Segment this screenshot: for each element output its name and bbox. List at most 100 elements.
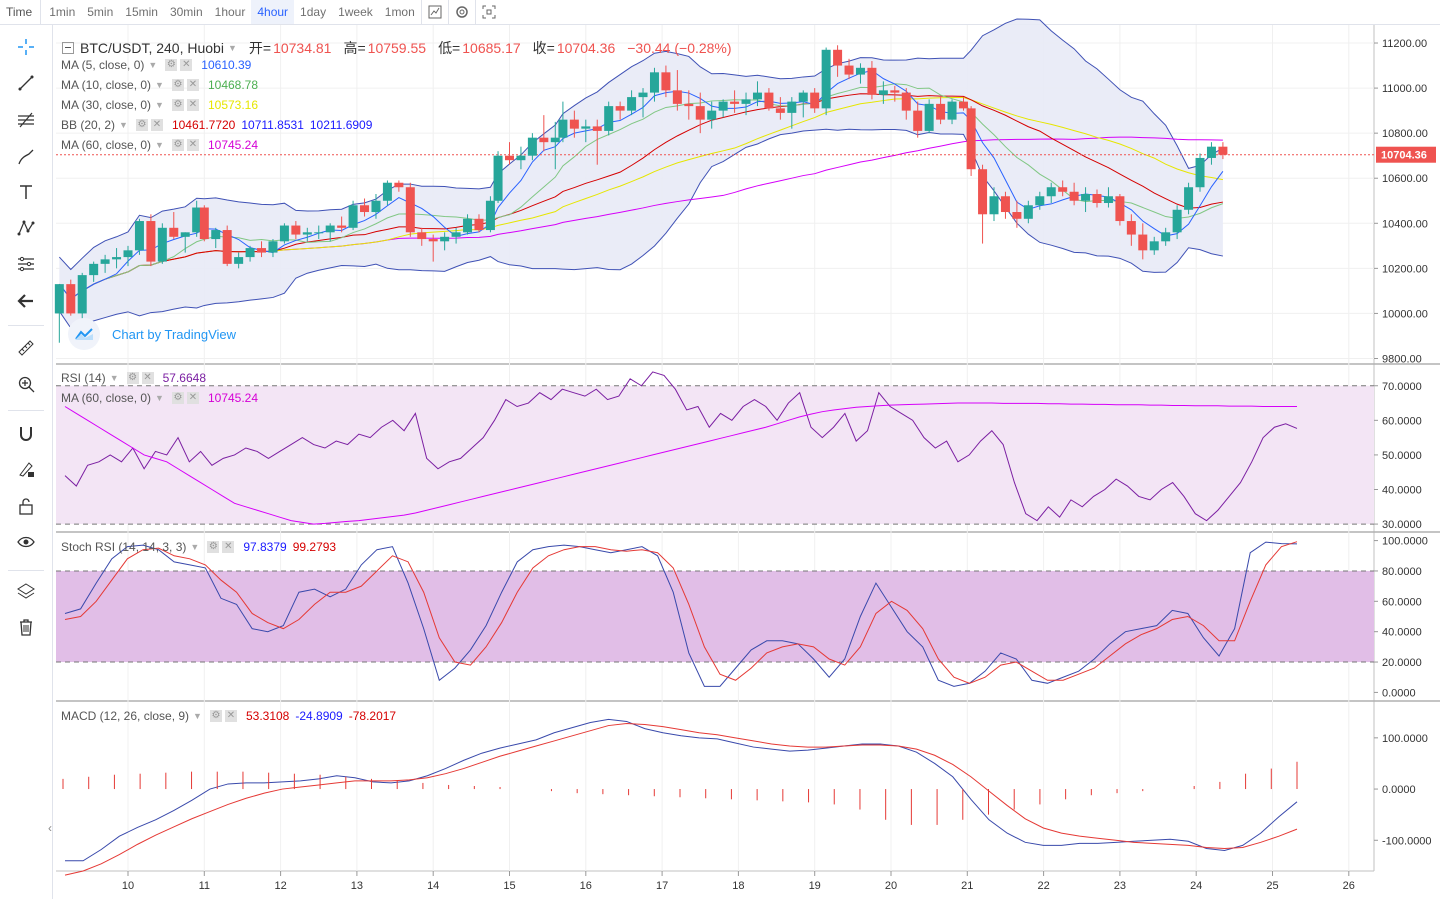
legend-dropdown-icon[interactable]: ▼	[190, 542, 200, 552]
legend-dropdown-icon[interactable]: ▼	[155, 393, 164, 403]
x-tick-label: 16	[580, 880, 592, 892]
legend-remove-icon[interactable]: ✕	[186, 99, 199, 111]
back-arrow-icon[interactable]	[12, 287, 40, 315]
legend-settings-icon[interactable]: ⚙	[171, 99, 184, 111]
candle-body	[1046, 187, 1056, 197]
legend-dropdown-icon[interactable]: ▼	[155, 100, 164, 110]
legend-dropdown-icon[interactable]: ▼	[148, 60, 158, 70]
legend-remove-icon[interactable]: ✕	[141, 372, 154, 384]
scroll-left-icon[interactable]: ‹	[48, 821, 52, 835]
x-tick-label: 18	[732, 880, 744, 892]
timeframe-1mon[interactable]: 1mon	[384, 5, 415, 19]
legend-ma60[interactable]: MA (60, close, 0) ▼ ⚙ ✕ 10745.24	[61, 138, 258, 152]
symbol-dropdown-icon[interactable]: ▼	[227, 43, 237, 53]
legend-remove-icon[interactable]: ✕	[186, 79, 199, 91]
legend-settings-icon[interactable]: ⚙	[171, 79, 184, 91]
eye-icon[interactable]	[12, 528, 40, 556]
timeframe-1hour[interactable]: 1hour	[214, 5, 246, 19]
candle-body	[913, 110, 923, 131]
candle-body	[684, 103, 694, 107]
magnet-icon[interactable]	[12, 420, 40, 448]
close-value: 10704.36	[556, 40, 616, 56]
legend-ma30[interactable]: MA (30, close, 0) ▼ ⚙ ✕ 10573.16	[61, 98, 258, 112]
legend-settings-icon[interactable]: ⚙	[207, 541, 220, 553]
candle-body	[558, 119, 568, 138]
ruler-icon[interactable]	[12, 334, 40, 362]
legend-remove-icon[interactable]: ✕	[224, 710, 237, 722]
candle-body	[360, 205, 370, 213]
fullscreen-icon[interactable]	[474, 0, 502, 24]
legend-remove-icon[interactable]: ✕	[150, 119, 163, 131]
candle-body	[54, 284, 64, 314]
brush-icon[interactable]	[12, 143, 40, 171]
collapse-icon[interactable]	[62, 42, 74, 54]
indicator-line-1	[64, 723, 1298, 876]
timeframe-30min[interactable]: 30min	[169, 5, 203, 19]
legend-ma10[interactable]: MA (10, close, 0) ▼ ⚙ ✕ 10468.78	[61, 78, 258, 92]
y-tick-label: 9800.00	[1382, 353, 1422, 365]
timeframe-4hour[interactable]: 4hour	[251, 0, 295, 24]
line-style-icon[interactable]	[420, 0, 448, 24]
settings-icon[interactable]	[447, 0, 475, 24]
legend-dropdown-icon[interactable]: ▼	[193, 711, 202, 721]
x-tick-label: 14	[427, 880, 439, 892]
timeframe-5min[interactable]: 5min	[87, 5, 114, 19]
candle-body	[1115, 196, 1125, 222]
legend-name: MA (60, close, 0)	[61, 391, 152, 405]
legend-dropdown-icon[interactable]: ▼	[109, 373, 119, 383]
legend-remove-icon[interactable]: ✕	[186, 139, 199, 151]
timeframe-1min[interactable]: 1min	[49, 5, 76, 19]
legend-remove-icon[interactable]: ✕	[222, 541, 235, 553]
candle-body	[1138, 234, 1148, 251]
candle-body	[428, 239, 438, 242]
legend-bb[interactable]: BB (20, 2) ▼ ⚙ ✕ 10461.7720 10711.8531 10211.6…	[61, 118, 372, 132]
trend-line-icon[interactable]	[12, 69, 40, 97]
trash-icon[interactable]	[12, 613, 40, 641]
zoom-icon[interactable]	[12, 370, 40, 398]
unlock-icon[interactable]	[12, 492, 40, 520]
ma10-line	[58, 83, 1224, 300]
candle-body	[550, 137, 560, 143]
symbol-label[interactable]: BTC/USDT, 240, Huobi	[80, 40, 224, 56]
candle-body	[382, 182, 392, 201]
last-price-label: 10704.36	[1381, 150, 1427, 162]
legend-settings-icon[interactable]: ⚙	[209, 710, 222, 722]
candle-body	[1081, 194, 1091, 201]
candle-body	[146, 221, 156, 262]
legend-rsima[interactable]: MA (60, close, 0) ▼ ⚙ ✕ 10745.24	[61, 391, 258, 405]
timeframe-1week[interactable]: 1week	[338, 5, 373, 19]
text-icon[interactable]	[12, 178, 40, 206]
legend-macd[interactable]: MACD (12, 26, close, 9) ▼ ⚙ ✕ 53.3108 -24.890…	[61, 709, 396, 723]
legend-value: 10211.6909	[309, 118, 373, 132]
gann-icon[interactable]	[12, 250, 40, 278]
crosshair-icon[interactable]	[12, 33, 40, 61]
tradingview-brand[interactable]: Chart by TradingView	[68, 318, 236, 350]
change-value: −30.44 (−0.28%)	[627, 40, 732, 56]
legend-dropdown-icon[interactable]: ▼	[155, 80, 164, 90]
timeframe-1day[interactable]: 1day	[300, 5, 327, 19]
lock-draw-icon[interactable]	[12, 455, 40, 483]
legend-remove-icon[interactable]: ✕	[180, 59, 193, 71]
legend-stoch[interactable]: Stoch RSI (14, 14, 3, 3) ▼ ⚙ ✕ 97.8379 99.279…	[61, 540, 336, 554]
legend-ma5[interactable]: MA (5, close, 0) ▼ ⚙ ✕ 10610.39	[61, 58, 251, 72]
legend-dropdown-icon[interactable]: ▼	[119, 120, 128, 130]
legend-settings-icon[interactable]: ⚙	[171, 139, 184, 151]
fib-icon[interactable]	[12, 106, 40, 134]
legend-rsi[interactable]: RSI (14) ▼ ⚙ ✕ 57.6648	[61, 371, 206, 385]
legend-settings-icon[interactable]: ⚙	[171, 392, 184, 404]
pattern-icon[interactable]	[12, 214, 40, 242]
legend-settings-icon[interactable]: ⚙	[126, 372, 139, 384]
legend-dropdown-icon[interactable]: ▼	[155, 140, 164, 150]
legend-settings-icon[interactable]: ⚙	[165, 59, 178, 71]
candle-body	[1206, 146, 1216, 158]
layers-icon[interactable]	[12, 577, 40, 605]
timeframe-time[interactable]: Time	[6, 5, 33, 19]
x-tick-label: 12	[274, 880, 286, 892]
tradingview-logo-icon	[68, 318, 100, 350]
legend-settings-icon[interactable]: ⚙	[135, 119, 148, 131]
brand-label: Chart by TradingView	[112, 326, 237, 342]
candle-body	[867, 67, 877, 95]
legend-remove-icon[interactable]: ✕	[186, 392, 199, 404]
timeframe-15min[interactable]: 15min	[125, 5, 158, 19]
